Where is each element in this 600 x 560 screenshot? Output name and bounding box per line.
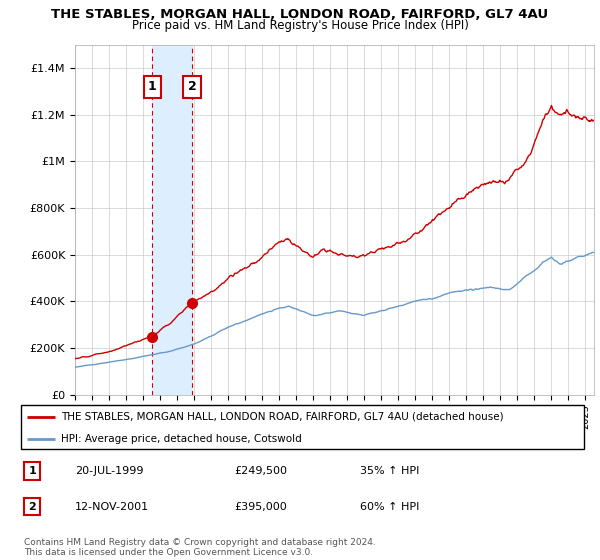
- Text: 20-JUL-1999: 20-JUL-1999: [75, 466, 143, 476]
- Text: THE STABLES, MORGAN HALL, LONDON ROAD, FAIRFORD, GL7 4AU (detached house): THE STABLES, MORGAN HALL, LONDON ROAD, F…: [61, 412, 503, 422]
- Text: THE STABLES, MORGAN HALL, LONDON ROAD, FAIRFORD, GL7 4AU: THE STABLES, MORGAN HALL, LONDON ROAD, F…: [52, 8, 548, 21]
- Text: Contains HM Land Registry data © Crown copyright and database right 2024.
This d: Contains HM Land Registry data © Crown c…: [24, 538, 376, 557]
- Bar: [152, 45, 192, 395]
- Text: HPI: Average price, detached house, Cotswold: HPI: Average price, detached house, Cots…: [61, 434, 302, 444]
- Text: 1: 1: [148, 80, 157, 94]
- FancyBboxPatch shape: [21, 405, 584, 449]
- Text: £249,500: £249,500: [235, 466, 287, 476]
- Text: 2: 2: [28, 502, 36, 511]
- Text: 2: 2: [188, 80, 196, 94]
- Text: 12-NOV-2001: 12-NOV-2001: [75, 502, 149, 511]
- Text: 1: 1: [28, 466, 36, 476]
- Text: 35% ↑ HPI: 35% ↑ HPI: [360, 466, 419, 476]
- Text: 60% ↑ HPI: 60% ↑ HPI: [360, 502, 419, 511]
- Text: £395,000: £395,000: [235, 502, 287, 511]
- Text: Price paid vs. HM Land Registry's House Price Index (HPI): Price paid vs. HM Land Registry's House …: [131, 19, 469, 32]
